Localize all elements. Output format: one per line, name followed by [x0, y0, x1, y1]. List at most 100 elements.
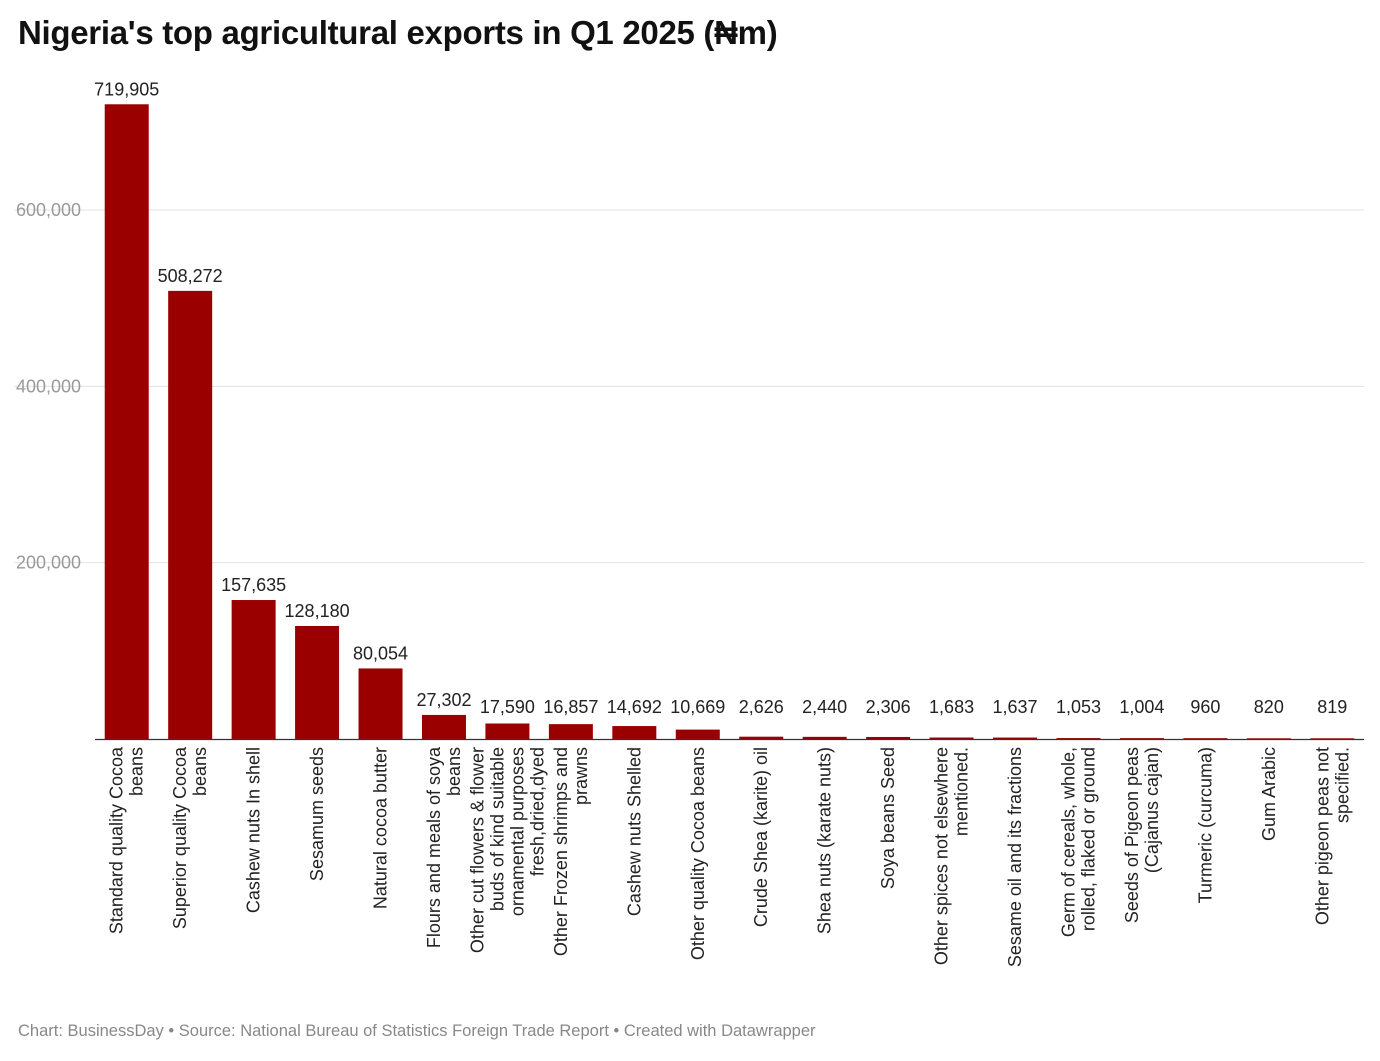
value-label: 2,626: [739, 697, 784, 717]
category-label-line: Gum Arabic: [1259, 747, 1279, 841]
value-label: 508,272: [158, 266, 223, 286]
category-label: Seeds of Pigeon peas (Cajanus cajan): [1122, 747, 1162, 923]
category-label-line: Sesame oil and its fractions: [1005, 747, 1025, 967]
value-label: 128,180: [285, 601, 350, 621]
value-label: 1,683: [929, 697, 974, 717]
category-label-line: specified.: [1332, 747, 1352, 823]
category-label-line: Cashew nuts Shelled: [624, 747, 644, 916]
category-label: Standard quality Cocoa beans: [107, 746, 147, 934]
category-label: Gum Arabic: [1259, 747, 1279, 841]
bar: [1246, 738, 1291, 739]
category-label-line: Crude Shea (karite) oil: [751, 747, 771, 927]
bar: [1310, 738, 1355, 739]
value-label: 17,590: [480, 697, 535, 717]
category-label-line: (Cajanus cajan): [1142, 747, 1162, 873]
bar: [548, 724, 593, 739]
bar: [295, 625, 340, 739]
bar: [866, 736, 911, 739]
category-label-line: prawns: [571, 747, 591, 805]
chart-footer: Chart: BusinessDay • Source: National Bu…: [18, 1022, 816, 1041]
category-label-line: Other spices not elsewhere: [932, 747, 952, 965]
bar: [739, 736, 784, 739]
value-label: 719,905: [94, 79, 159, 99]
bar: [168, 290, 213, 739]
category-label-line: Soya beans Seed: [878, 747, 898, 889]
category-label: Soya beans Seed: [878, 747, 898, 889]
category-label-line: Natural cocoa butter: [371, 747, 391, 909]
category-label: Cashew nuts In shell: [244, 747, 264, 913]
bar: [358, 668, 403, 739]
category-label-line: mentioned.: [952, 747, 972, 836]
value-label: 1,053: [1056, 697, 1101, 717]
category-label: Turmeric (curcuma): [1195, 747, 1215, 903]
category-label: Other spices not elsewhere mentioned.: [932, 747, 972, 965]
bar: [929, 737, 974, 739]
value-label: 16,857: [543, 697, 598, 717]
category-label-line: Other cut flowers & flower: [467, 747, 487, 953]
value-label: 960: [1190, 697, 1220, 717]
chart-title: Nigeria's top agricultural exports in Q1…: [18, 14, 778, 51]
value-label: 820: [1254, 697, 1284, 717]
category-label: Flours and meals of soya beans: [424, 746, 464, 948]
y-tick-label: 200,000: [16, 553, 81, 573]
bar: [802, 736, 847, 739]
category-label-line: beans: [190, 747, 210, 796]
value-label: 1,637: [993, 697, 1038, 717]
category-label: Sesamum seeds: [307, 747, 327, 881]
category-label-line: ornamental purposes: [507, 747, 527, 916]
category-label: Other cut flowers & flower buds of kind s…: [467, 747, 547, 953]
value-label: 1,004: [1119, 697, 1164, 717]
gridlines: [14, 209, 1364, 564]
category-label-line: fresh,dried,dyed: [527, 747, 547, 876]
footer-separator: •: [608, 1022, 624, 1040]
category-label-line: beans: [444, 747, 464, 796]
category-label-line: Other quality Cocoa beans: [688, 747, 708, 960]
bar: [104, 104, 149, 740]
category-label-line: Seeds of Pigeon peas: [1122, 747, 1142, 923]
bar: [1119, 738, 1164, 739]
bar: [1183, 738, 1228, 739]
bar: [421, 714, 466, 739]
value-label: 10,669: [670, 697, 725, 717]
category-label: Shea nuts (karate nuts): [815, 747, 835, 934]
category-label-line: Turmeric (curcuma): [1195, 747, 1215, 903]
category-label: Natural cocoa butter: [371, 747, 391, 909]
value-label: 2,440: [802, 697, 847, 717]
category-label: Sesame oil and its fractions: [1005, 747, 1025, 967]
category-label-line: Other pigeon peas not: [1312, 747, 1332, 925]
category-label-line: Superior quality Cocoa: [170, 746, 190, 929]
value-label: 80,054: [353, 643, 408, 663]
category-label: Germ of cereals, whole, rolled, flaked or…: [1058, 747, 1098, 937]
category-label-line: Other Frozen shrimps and: [551, 747, 571, 956]
category-label: Cashew nuts Shelled: [624, 747, 644, 916]
x-axis-category-labels: Standard quality Cocoa beans Superior qual…: [107, 746, 1353, 967]
footer-created-with: Created with Datawrapper: [623, 1022, 816, 1040]
bar: [993, 737, 1038, 739]
category-label-line: beans: [127, 747, 147, 796]
bar: [485, 723, 530, 739]
y-axis-tick-labels: 200,000 400,000 600,000: [16, 200, 81, 573]
category-label-line: Germ of cereals, whole,: [1058, 747, 1078, 937]
footer-source: Source: National Bureau of Statistics Fo…: [178, 1022, 609, 1040]
category-label: Superior quality Cocoa beans: [170, 746, 210, 929]
category-label-line: Standard quality Cocoa: [107, 746, 127, 934]
category-label: Other quality Cocoa beans: [688, 747, 708, 960]
y-tick-label: 600,000: [16, 200, 81, 220]
bar: [1056, 738, 1101, 739]
category-label-line: buds of kind suitable: [487, 747, 507, 911]
y-tick-label: 400,000: [16, 376, 81, 396]
category-label-line: rolled, flaked or ground: [1078, 747, 1098, 931]
value-labels: 719,905 508,272 157,635 128,180 80,054 27,302…: [94, 79, 1347, 717]
bar: [231, 600, 276, 739]
value-label: 14,692: [607, 697, 662, 717]
bar: [675, 729, 720, 739]
value-label: 2,306: [866, 697, 911, 717]
category-label-line: Cashew nuts In shell: [244, 747, 264, 913]
category-label-line: Flours and meals of soya: [424, 746, 444, 948]
category-label: Other pigeon peas not specified.: [1312, 747, 1352, 925]
category-label: Other Frozen shrimps and prawns: [551, 747, 591, 956]
value-label: 157,635: [221, 575, 286, 595]
value-label: 819: [1317, 697, 1347, 717]
category-label-line: Sesamum seeds: [307, 747, 327, 881]
category-label-line: Shea nuts (karate nuts): [815, 747, 835, 934]
